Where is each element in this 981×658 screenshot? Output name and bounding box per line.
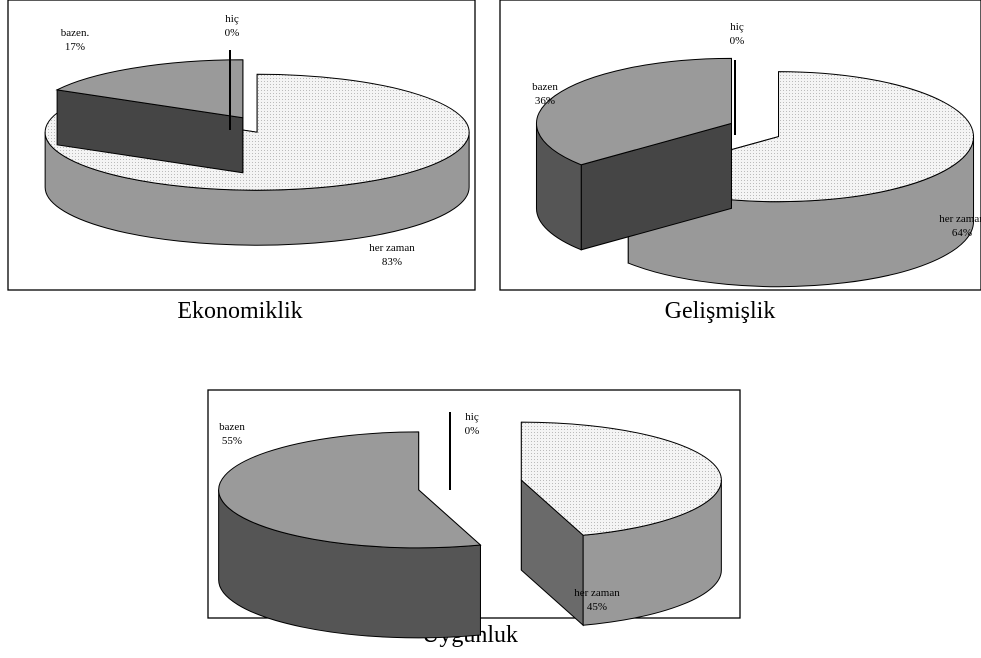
chart-frame: [499, 0, 981, 291]
slice-value: 83%: [382, 256, 402, 268]
chart-caption: Ekonomiklik: [177, 298, 302, 324]
slice-value: 17%: [65, 41, 85, 53]
slice-label: bazen: [532, 81, 558, 93]
slice: [218, 431, 482, 639]
slice-label: hiç: [225, 13, 239, 25]
slice-top: [536, 57, 732, 166]
slice-label: bazen: [219, 421, 245, 433]
slice-value: 0%: [225, 27, 240, 39]
slice-value: 64%: [952, 227, 972, 239]
slice-value: 45%: [587, 601, 607, 613]
slice: [535, 57, 732, 251]
slice-top: [44, 73, 470, 191]
slice-value: 55%: [222, 435, 242, 447]
slice-value: 36%: [535, 95, 555, 107]
slice-label: her zaman: [369, 242, 415, 254]
slice-top: [218, 431, 482, 549]
slice-value: 0%: [730, 35, 745, 47]
slice-label: hiç: [730, 21, 744, 33]
pie-chart: Gelişmişlik her zaman 64% bazen 36% hiç 0%: [499, 0, 981, 324]
slice-label: bazen.: [61, 27, 90, 39]
chart-frame: [7, 0, 476, 291]
slice-top: [520, 421, 722, 536]
slice-label: her zaman: [939, 213, 981, 225]
slice: [55, 59, 244, 174]
slice-label: her zaman: [574, 587, 620, 599]
slice-top: [55, 59, 244, 119]
chart-caption: Gelişmişlik: [665, 298, 776, 324]
pie-chart: Ekonomiklik her zaman 83% bazen. 17% hiç 0%: [7, 0, 476, 324]
slice: [520, 421, 722, 627]
slice-value: 0%: [465, 425, 480, 437]
slice-label: hiç: [465, 411, 479, 423]
